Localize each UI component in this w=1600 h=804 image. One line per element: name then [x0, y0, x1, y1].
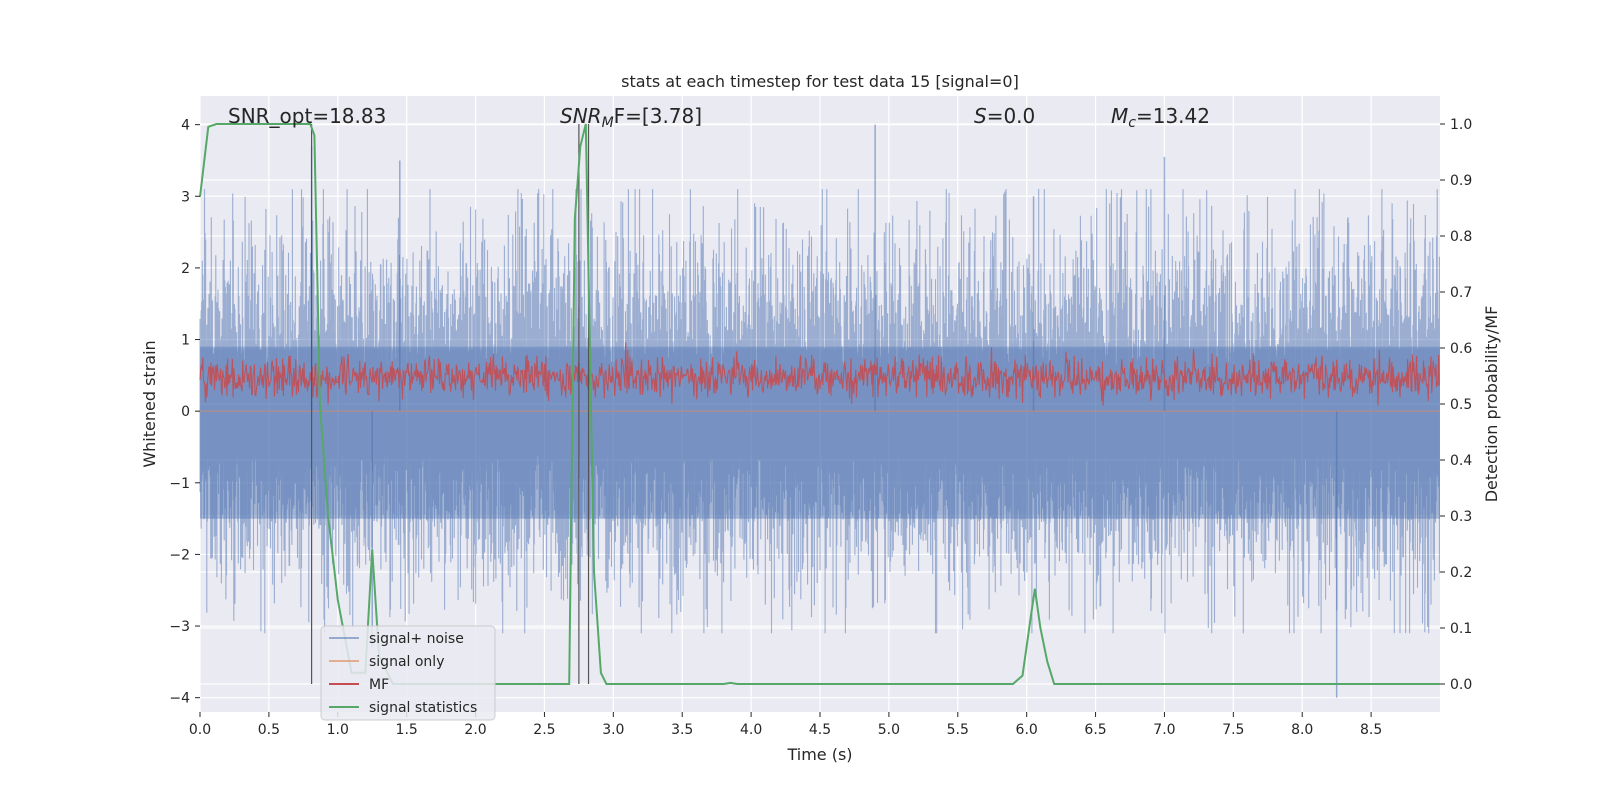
y-tick-label-left: 1 [181, 333, 190, 349]
y-tick-label-right: 0.4 [1450, 453, 1472, 469]
y-tick-label-left: 3 [181, 189, 190, 205]
y-tick-label-left: −4 [169, 691, 190, 707]
annotation-mc: Mc=13.42 [1111, 104, 1210, 131]
x-tick-label: 0.5 [258, 722, 280, 738]
chart-title: stats at each timestep for test data 15 … [621, 72, 1019, 91]
legend: signal+ noise signal only MF signal stat… [320, 625, 496, 721]
signal-statistics-line [199, 123, 1440, 685]
y-ticks-right: 1.0 0.9 0.8 0.7 0.6 0.5 0.4 0.3 0.2 0.1 0.0 [1440, 117, 1472, 693]
legend-label-mf: MF [369, 677, 389, 693]
x-tick-label: 5.5 [947, 722, 969, 738]
x-tick-label: 8.0 [1291, 722, 1313, 738]
y-tick-label-right: 0.7 [1450, 285, 1472, 301]
x-tick-label: 6.5 [1084, 722, 1106, 738]
x-tick-label: 7.5 [1222, 722, 1244, 738]
y-tick-label-right: 0.8 [1450, 229, 1472, 245]
y-ticks-left: 4 3 2 1 0 −1 −2 −3 −4 [169, 118, 200, 707]
vertical-markers [311, 124, 590, 684]
y-axis-label-left: Whitened strain [140, 340, 159, 467]
mf-trace [199, 342, 1440, 406]
y-tick-label-left: 0 [181, 404, 190, 420]
annotation-snr-opt: SNR_opt=18.83 [228, 104, 386, 128]
x-tick-label: 2.5 [533, 722, 555, 738]
y-tick-label-right: 0.2 [1450, 565, 1472, 581]
x-tick-label: 3.5 [671, 722, 693, 738]
y-tick-label-left: −1 [169, 476, 190, 492]
legend-label-signal-only: signal only [369, 654, 444, 670]
y-tick-label-right: 0.0 [1450, 677, 1472, 693]
y-tick-label-right: 0.9 [1450, 173, 1472, 189]
y-tick-label-right: 0.5 [1450, 397, 1472, 413]
x-tick-label: 8.5 [1360, 722, 1382, 738]
x-tick-label: 2.0 [464, 722, 486, 738]
legend-label-signal-statistics: signal statistics [369, 700, 477, 716]
annotation-snr-mf: SNRMF=[3.78] [560, 104, 702, 131]
y-tick-label-right: 1.0 [1450, 117, 1472, 133]
y-tick-label-right: 0.1 [1450, 621, 1472, 637]
x-tick-label: 6.0 [1016, 722, 1038, 738]
x-tick-label: 4.0 [740, 722, 762, 738]
y-tick-label-right: 0.6 [1450, 341, 1472, 357]
x-tick-label: 3.0 [602, 722, 624, 738]
annotation-s: S=0.0 [974, 104, 1035, 128]
legend-box [320, 625, 496, 721]
legend-label-signal-noise: signal+ noise [369, 631, 464, 647]
x-tick-label: 0.0 [189, 722, 211, 738]
y-tick-label-left: −3 [169, 619, 190, 635]
y-tick-label-left: 2 [181, 261, 190, 277]
y-tick-label-left: 4 [181, 118, 190, 134]
x-axis-label: Time (s) [786, 745, 852, 764]
y-tick-label-right: 0.3 [1450, 509, 1472, 525]
x-tick-label: 5.0 [878, 722, 900, 738]
x-ticks: 0.0 0.5 1.0 1.5 2.0 2.5 3.0 3.5 4.0 4.5 5.0 5.5 6.0 6… [189, 712, 1382, 738]
y-axis-label-right: Detection probability/MF [1482, 306, 1501, 503]
x-tick-label: 1.0 [327, 722, 349, 738]
x-tick-label: 4.5 [809, 722, 831, 738]
y-tick-label-left: −2 [169, 547, 190, 563]
mf-series [199, 342, 1440, 406]
x-tick-label: 7.0 [1153, 722, 1175, 738]
x-tick-label: 1.5 [396, 722, 418, 738]
